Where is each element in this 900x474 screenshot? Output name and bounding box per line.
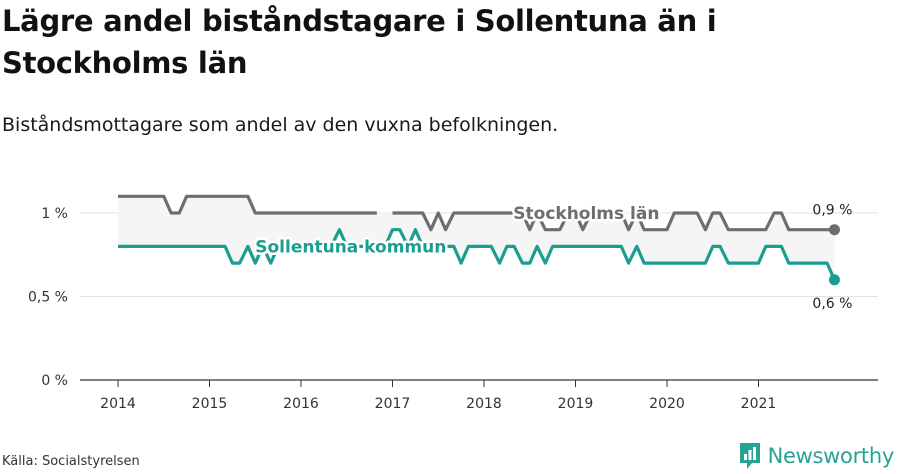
y-tick-label: 0,5 % (28, 290, 68, 306)
x-tick-label: 2021 (741, 396, 777, 412)
series-end-label: 0,9 % (812, 203, 852, 219)
series-gap-band (118, 196, 835, 280)
brand-name: Newsworthy (767, 444, 895, 468)
difference-band (118, 196, 835, 280)
x-tick-label: 2019 (558, 396, 594, 412)
series-end-label: 0,6 % (812, 296, 852, 312)
series-line (118, 228, 836, 281)
series-end-point (828, 224, 840, 236)
chart-title: Lägre andel biståndstagare i Sollentuna … (2, 4, 717, 80)
series-line (118, 194, 835, 232)
x-tick-label: 2015 (192, 396, 228, 412)
y-tick-label: 1 % (41, 206, 68, 222)
chart-subtitle: Biståndsmottagare som andel av den vuxna… (2, 114, 559, 136)
x-tick-label: 2016 (283, 396, 319, 412)
series-name-label: Sollentuna kommun (255, 237, 446, 257)
x-tick-label: 2020 (649, 396, 685, 412)
series-name-label: Stockholms län (513, 204, 659, 224)
source-note: Källa: Socialstyrelsen (2, 454, 140, 469)
x-tick-label: 2017 (375, 396, 411, 412)
series-lines (118, 194, 840, 286)
x-tick-label: 2014 (100, 396, 136, 412)
y-tick-label: 0 % (41, 373, 68, 389)
x-axis: 2014 2015 2016 2017 2018 2019 2020 2021 (80, 379, 878, 412)
x-tick-label: 2018 (466, 396, 502, 412)
brand-logo: Newsworthy (738, 440, 894, 472)
bar-chart-logo-icon (739, 443, 760, 469)
y-axis: 0 % 0,5 % 1 % (28, 206, 68, 389)
series-end-point (828, 274, 840, 286)
series-labels: 0,9 % 0,6 % Stockholms län Sollentuna kommu… (253, 202, 853, 312)
